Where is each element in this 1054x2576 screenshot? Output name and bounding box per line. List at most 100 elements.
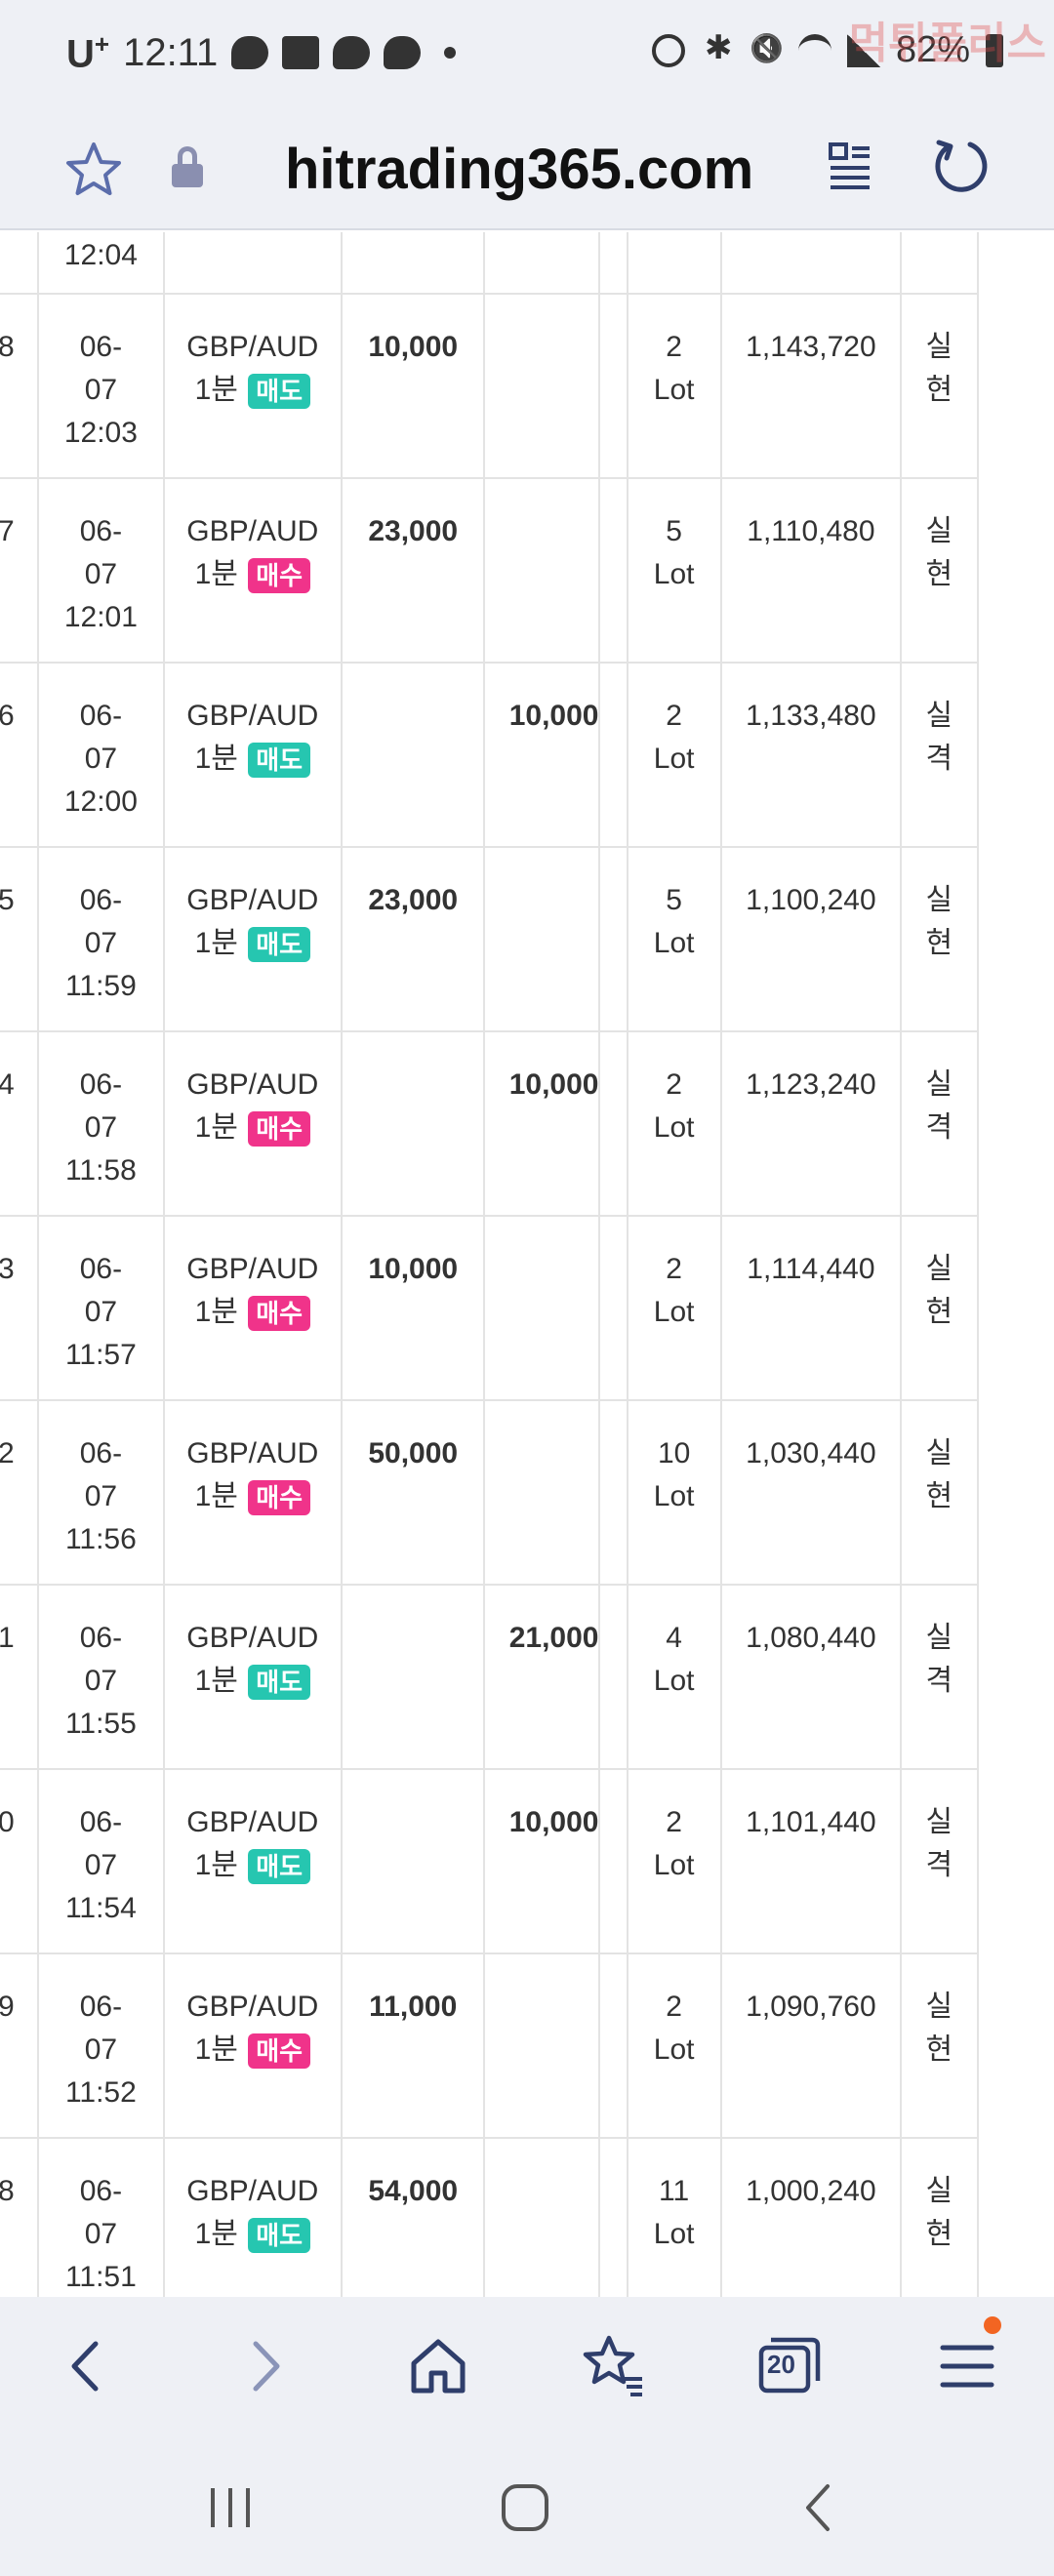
trade-datetime: 06- 07 11:56 [37,1399,165,1586]
table-row: 8 06- 07 11:51 GBP/AUD 1분 매도 54,000 11 Lot 1,000,… [0,2137,1014,2297]
more-notifications-icon [444,47,457,60]
trade-number-tail: 8 [0,293,40,479]
trade-lot-count: 2 [666,1068,682,1101]
reader-icon [829,142,870,189]
recent-apps-icon [211,2488,250,2527]
trade-balance: 1,080,440 [719,1584,903,1770]
mute-icon [750,34,783,67]
lock-icon[interactable] [172,146,203,189]
app-notification-icon [282,36,320,70]
trade-datetime: 06- 07 11:59 [37,846,165,1032]
talk-notification-icon [231,36,269,70]
trade-lot-count: 5 [666,884,682,916]
trade-quantity: 11 Lot [626,2137,722,2297]
trade-loss [483,1952,601,2139]
trade-period: 1분 [194,2033,238,2066]
trade-date: 06- [79,2175,123,2207]
trade-symbol-cell: GBP/AUD 1분 매도 [162,293,344,479]
trade-lot-count: 11 [659,2175,690,2207]
status-left: U+ 12:11 [66,29,457,76]
battery-percent: 82% [895,29,970,70]
trade-time: 11:59 [64,970,137,1002]
trade-balance: 1,110,480 [719,477,903,664]
trade-quantity: 4 Lot [626,1584,722,1770]
back-button[interactable] [53,2332,121,2400]
back-system-button[interactable] [790,2478,849,2537]
trade-side-badge: 매도 [248,1665,311,1701]
trade-day: 07 [84,558,118,590]
trade-symbol-cell: GBP/AUD 1분 매도 [162,1768,344,1954]
trade-profit [341,1768,486,1954]
notification-dot [984,2316,1001,2334]
bookmark-star-button[interactable] [62,139,125,201]
table-row: 1 06- 07 11:55 GBP/AUD 1분 매도 21,000 4 Lot 1,080,4… [0,1584,1014,1770]
trade-symbol: GBP/AUD [186,1437,319,1469]
trade-symbol-cell: GBP/AUD 1분 매도 [162,2137,344,2297]
back-chevron-icon [806,2484,830,2531]
reader-mode-button[interactable] [828,139,872,195]
trade-day: 07 [84,743,118,775]
url-text[interactable]: hitrading365.com [285,138,754,201]
tab-count: 20 [767,2350,795,2379]
trade-symbol-cell: GBP/AUD 1분 매도 [162,662,344,848]
wifi-icon [797,33,831,67]
trade-period: 1분 [194,558,238,590]
menu-icon [940,2345,994,2388]
trade-symbol: GBP/AUD [186,884,319,916]
trade-day: 07 [84,1480,118,1512]
trade-time: 11:56 [64,1523,137,1555]
trade-side-badge: 매도 [248,374,311,410]
trade-lot-unit: Lot [653,374,695,406]
trade-history-table: 12:04 8 06- 07 12:03 GBP/AUD 1분 매도 10,000 2 Lot 1… [0,232,1015,2297]
home-button[interactable] [404,2332,472,2400]
trade-loss [483,477,601,664]
trade-datetime: 06- 07 11:55 [37,1584,165,1770]
browser-bottom-nav: 20 [0,2297,1054,2435]
trade-period: 1분 [194,1480,238,1512]
trade-day: 07 [84,1296,118,1328]
trade-number-tail: 6 [0,662,40,848]
trade-date: 06- [79,515,123,547]
trade-date: 06- [79,1253,123,1285]
trade-day: 07 [84,2218,118,2250]
trade-number-tail: 9 [0,1952,40,2139]
system-nav-bar [0,2435,1054,2576]
table-row: 9 06- 07 11:52 GBP/AUD 1분 매수 11,000 2 Lot 1,090,7… [0,1952,1014,2139]
trade-profit: 23,000 [341,846,486,1032]
trade-profit: 10,000 [341,293,486,479]
reload-button[interactable] [929,133,992,195]
home-square-icon [502,2484,548,2531]
trade-lot-unit: Lot [653,1111,695,1144]
trade-symbol: GBP/AUD [186,1806,319,1838]
trade-symbol: GBP/AUD [186,1253,319,1285]
trade-side-badge: 매수 [248,558,311,594]
trade-profit [341,1584,486,1770]
trade-date: 06- [79,1991,123,2023]
home-system-button[interactable] [496,2478,554,2537]
trade-datetime: 06- 07 12:01 [37,477,165,664]
trade-profit: 54,000 [341,2137,486,2297]
trade-symbol-cell: GBP/AUD 1분 매수 [162,1399,344,1586]
trade-symbol: GBP/AUD [186,1622,319,1654]
trade-side-badge: 매도 [248,1849,311,1885]
trade-symbol-cell: GBP/AUD 1분 매수 [162,1952,344,2139]
trade-profit: 50,000 [341,1399,486,1586]
watermark-logo: 먹튀폴리스 [848,20,1046,67]
trade-loss: 10,000 [483,1768,601,1954]
tabs-button[interactable]: 20 [755,2332,824,2400]
bookmarks-button[interactable] [580,2332,648,2400]
trade-datetime: 06- 07 12:00 [37,662,165,848]
trade-history-table-viewport[interactable]: 12:04 8 06- 07 12:03 GBP/AUD 1분 매도 10,000 2 Lot 1… [0,232,1054,2297]
reload-icon [935,140,988,192]
trade-balance: 1,090,760 [719,1952,903,2139]
trade-lot-unit: Lot [653,2218,695,2250]
menu-button[interactable] [933,2316,1001,2400]
forward-button[interactable] [230,2332,299,2400]
trade-datetime: 06- 07 11:52 [37,1952,165,2139]
trade-time: 11:55 [64,1708,137,1740]
recent-apps-button[interactable] [201,2478,260,2537]
